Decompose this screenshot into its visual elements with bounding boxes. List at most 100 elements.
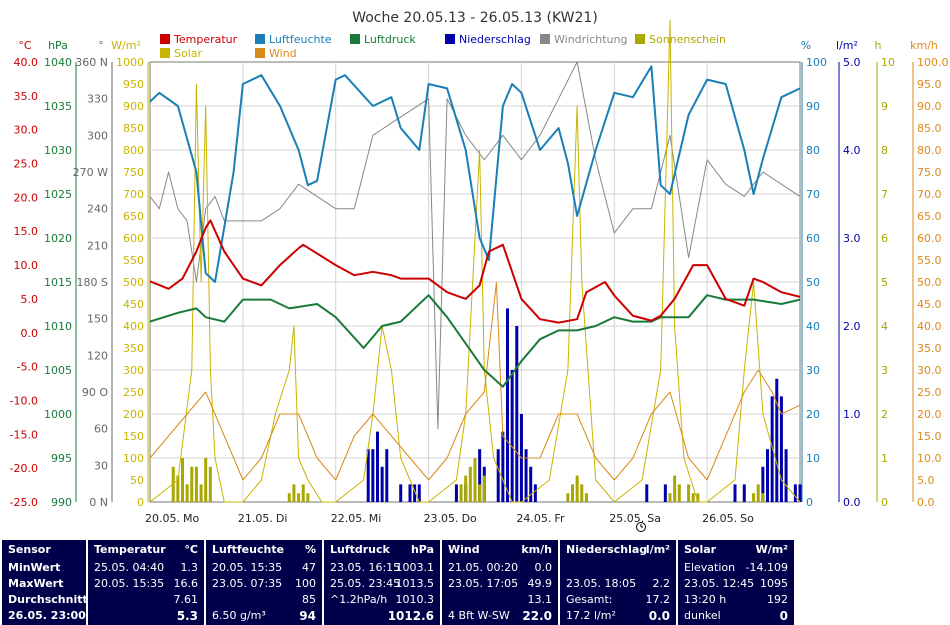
bar-1-8 xyxy=(208,466,212,502)
bar-1-16 xyxy=(468,466,472,502)
luftdruck-current: 1012.6 xyxy=(387,609,434,623)
bar-1-31 xyxy=(752,493,756,502)
tick-direction-4: 240 xyxy=(87,203,108,216)
bar-1-4 xyxy=(190,466,194,502)
bar-0-13 xyxy=(496,449,500,502)
tick-solar-12: 400 xyxy=(123,320,144,333)
tick-direction-11: 30 xyxy=(94,459,108,472)
tick-wind-9: 55.0 xyxy=(917,254,942,267)
x-date-3: 23.05. xyxy=(424,512,459,525)
axis-units: °C hPa ° W/m²% l/m² h km/h xyxy=(18,39,938,52)
legend-swatch-3 xyxy=(255,48,265,58)
bar-0-4 xyxy=(385,449,389,502)
tick-solar-6: 700 xyxy=(123,188,144,201)
tick-solar-1: 950 xyxy=(123,78,144,91)
tick-pressure-1: 1035 xyxy=(44,100,72,113)
luftdruck-min-value: 1003.1 xyxy=(395,561,435,574)
tick-direction-7: 150 xyxy=(87,313,108,326)
tick-wind-16: 20.0 xyxy=(917,408,942,421)
series-line-temperatur xyxy=(149,219,801,324)
legend-swatch-6 xyxy=(540,34,550,44)
tick-wind-4: 80.0 xyxy=(917,144,942,157)
luftfeuchte-min-time: 20.05. 15:35 xyxy=(212,561,283,574)
wind-max-value: 49.9 xyxy=(527,577,553,590)
tick-temperature-12: -20.0 xyxy=(10,462,38,475)
bar-0-8 xyxy=(417,484,421,502)
tick-wind-13: 35.0 xyxy=(917,342,942,355)
tick-solar-0: 1000 xyxy=(116,56,144,69)
bars xyxy=(171,308,802,502)
axis-unit-1: hPa xyxy=(48,39,68,52)
legend-label-0: Temperatur xyxy=(173,33,238,46)
tick-rain-1: 4.0 xyxy=(843,144,861,157)
temperatur-min-time: 25.05. 04:40 xyxy=(94,561,165,574)
tick-humidity-2: 80 xyxy=(806,144,820,157)
wind-min-value: 0.0 xyxy=(534,561,553,574)
luftfeuchte-unit: % xyxy=(304,543,316,556)
axis-unit-3: W/m² xyxy=(111,39,141,52)
tick-temperature-11: -15.0 xyxy=(10,428,38,441)
tick-temperature-3: 25.0 xyxy=(14,158,39,171)
tick-pressure-2: 1030 xyxy=(44,144,72,157)
legend-swatch-1 xyxy=(160,48,170,58)
tick-direction-2: 300 xyxy=(87,129,108,142)
bar-1-21 xyxy=(571,484,574,502)
bar-1-9 xyxy=(287,493,291,502)
tick-pressure-7: 1005 xyxy=(44,364,72,377)
niederschlag-total-label: Gesamt: xyxy=(566,593,613,606)
niederschlag-total: 17.2 xyxy=(645,593,671,606)
luftdruck-max-time: 25.05. 23:45 xyxy=(330,577,401,590)
bar-0-25 xyxy=(742,484,746,502)
bar-1-20 xyxy=(566,493,570,502)
bar-0-23 xyxy=(663,484,667,502)
tick-temperature-2: 30.0 xyxy=(14,124,39,137)
summary-wind: Wind km/h 21.05. 00:20 0.0 23.05. 17:05 49.… xyxy=(442,540,558,625)
luftfeuchte-current: 94 xyxy=(299,609,316,623)
bar-0-20 xyxy=(529,466,533,502)
tick-temperature-7: 5.0 xyxy=(21,293,39,306)
tick-sunshine-9: 1 xyxy=(881,452,888,465)
x-day-4: Fr xyxy=(554,512,565,525)
tick-solar-5: 750 xyxy=(123,166,144,179)
bar-1-33 xyxy=(761,493,765,502)
tick-direction-3: 270 W xyxy=(73,166,108,179)
tick-solar-16: 200 xyxy=(123,408,144,421)
bar-0-31 xyxy=(784,449,788,502)
bar-0-26 xyxy=(761,466,765,502)
bar-1-28 xyxy=(687,484,691,502)
tick-humidity-7: 30 xyxy=(806,364,820,377)
bar-1-11 xyxy=(297,493,301,502)
luftfeuchte-average: 85 xyxy=(302,593,316,606)
bar-0-0 xyxy=(366,449,370,502)
tick-direction-12: 0 N xyxy=(89,496,108,509)
tick-humidity-6: 40 xyxy=(806,320,820,333)
tick-humidity-0: 100 xyxy=(806,56,827,69)
tick-solar-11: 450 xyxy=(123,298,144,311)
tick-pressure-8: 1000 xyxy=(44,408,72,421)
axis-unit-7: km/h xyxy=(910,39,938,52)
niederschlag-max-time: 23.05. 18:05 xyxy=(566,577,637,590)
series-line-luftfeuchte xyxy=(149,65,801,283)
wind-current: 22.0 xyxy=(522,609,552,623)
tick-direction-10: 60 xyxy=(94,423,108,436)
row-label-min: MinWert xyxy=(8,561,61,574)
tick-wind-11: 45.0 xyxy=(917,298,942,311)
legend-label-3: Wind xyxy=(269,47,297,60)
temperatur-unit: °C xyxy=(184,543,198,556)
tick-humidity-9: 10 xyxy=(806,452,820,465)
solar-max-time: 23.05. 12:45 xyxy=(684,577,755,590)
luftdruck-trend: ^1.2hPa/h xyxy=(330,593,388,606)
bar-1-26 xyxy=(673,475,677,502)
axes: 40.035.030.025.020.015.010.05.00.0-5.0-1… xyxy=(10,56,949,509)
tick-wind-10: 50.0 xyxy=(917,276,942,289)
bar-1-30 xyxy=(696,493,700,502)
tick-solar-18: 100 xyxy=(123,452,144,465)
legend-label-2: Luftfeuchte xyxy=(269,33,332,46)
bar-0-28 xyxy=(770,396,774,502)
tick-sunshine-10: 0 xyxy=(881,496,888,509)
bar-1-18 xyxy=(478,484,482,502)
series-line-windrichtung xyxy=(149,61,801,430)
tick-temperature-1: 35.0 xyxy=(14,90,39,103)
tick-wind-2: 90.0 xyxy=(917,100,942,113)
